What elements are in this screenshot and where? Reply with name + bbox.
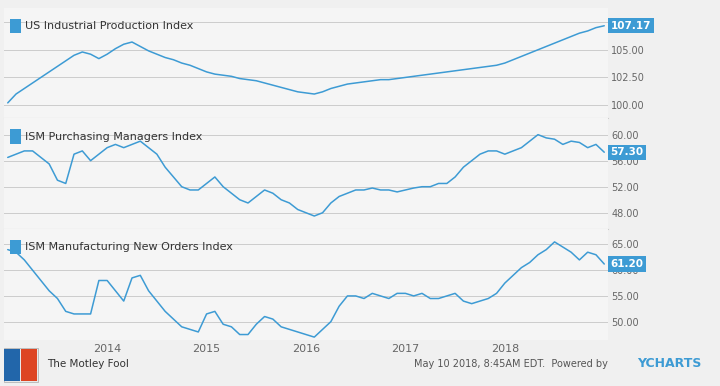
Text: YCHARTS: YCHARTS xyxy=(637,357,701,371)
Text: May 10 2018, 8:45AM EDT.  Powered by: May 10 2018, 8:45AM EDT. Powered by xyxy=(414,359,611,369)
Text: ISM Manufacturing New Orders Index: ISM Manufacturing New Orders Index xyxy=(24,242,233,252)
FancyBboxPatch shape xyxy=(21,349,37,381)
Bar xyxy=(9,240,21,254)
FancyBboxPatch shape xyxy=(4,348,38,382)
Text: ISM Purchasing Managers Index: ISM Purchasing Managers Index xyxy=(24,132,202,142)
Bar xyxy=(9,19,21,33)
Text: 57.30: 57.30 xyxy=(611,147,644,157)
Text: US Industrial Production Index: US Industrial Production Index xyxy=(24,21,193,31)
Text: 107.17: 107.17 xyxy=(611,21,651,31)
Bar xyxy=(9,129,21,144)
Text: 61.20: 61.20 xyxy=(611,259,644,269)
FancyBboxPatch shape xyxy=(4,349,20,381)
Text: The Motley Fool: The Motley Fool xyxy=(47,359,129,369)
